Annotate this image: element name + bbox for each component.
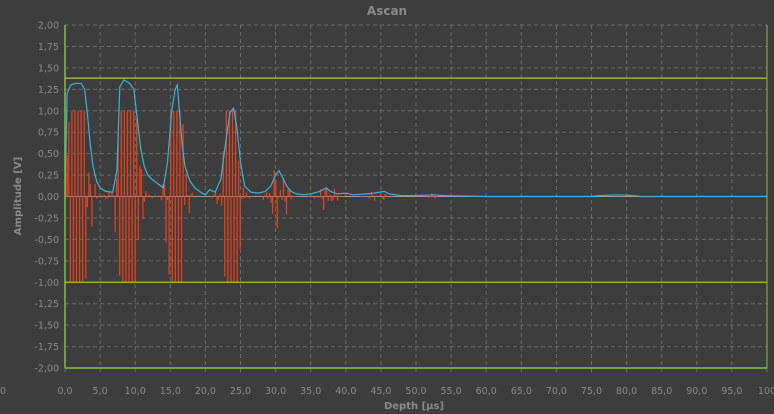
y-tick-label: 1,50 xyxy=(38,63,59,74)
x-axis-start-label: 0 xyxy=(0,386,6,397)
x-tick-label: 55,0 xyxy=(441,386,462,397)
x-tick-label: 100 xyxy=(758,386,774,397)
x-tick-label: 20,0 xyxy=(195,386,216,397)
y-tick-label: -1,75 xyxy=(34,342,59,353)
y-tick-label: -1,25 xyxy=(34,299,59,310)
x-tick-label: 25,0 xyxy=(230,386,251,397)
y-tick-label: -1,00 xyxy=(34,278,59,289)
y-tick-label: 1,00 xyxy=(38,106,59,117)
x-tick-label: 5,0 xyxy=(93,386,108,397)
y-tick-label: 0,50 xyxy=(38,149,59,160)
x-tick-label: 85,0 xyxy=(651,386,672,397)
y-tick-label: 2,00 xyxy=(38,21,59,32)
grid xyxy=(64,24,768,372)
x-axis-label: Depth [µs] xyxy=(384,401,444,412)
gates xyxy=(65,77,767,283)
y-tick-label: -2,00 xyxy=(34,364,59,375)
y-tick-label: 0,00 xyxy=(38,192,59,203)
x-tick-label: 40,0 xyxy=(335,386,356,397)
x-tick-label: 15,0 xyxy=(160,386,181,397)
x-tick-label: 10,0 xyxy=(125,386,146,397)
x-tick-label: 50,0 xyxy=(405,386,426,397)
x-tick-label: 65,0 xyxy=(511,386,532,397)
y-tick-label: -0,25 xyxy=(34,213,59,224)
x-tick-label: 80,0 xyxy=(616,386,637,397)
y-tick-label: 0,25 xyxy=(38,171,59,182)
y-tick-label: -0,75 xyxy=(34,256,59,267)
y-tick-label: 0,75 xyxy=(38,128,59,139)
x-tick-label: 75,0 xyxy=(581,386,602,397)
x-tick-label: 60,0 xyxy=(476,386,497,397)
signal-series xyxy=(65,110,441,283)
x-tick-label: 35,0 xyxy=(300,386,321,397)
x-tick-label: 90,0 xyxy=(686,386,707,397)
y-tick-label: -0,50 xyxy=(34,235,59,246)
x-tick-label: 30,0 xyxy=(265,386,286,397)
x-tick-label: 95,0 xyxy=(721,386,742,397)
x-tick-label: 45,0 xyxy=(370,386,391,397)
x-tick-label: 0,0 xyxy=(57,386,72,397)
x-tick-label: 70,0 xyxy=(546,386,567,397)
y-axis-label: Amplitude [V] xyxy=(13,157,24,235)
chart-title: Ascan xyxy=(366,4,408,18)
axes xyxy=(64,25,768,369)
y-tick-label: 1,25 xyxy=(38,85,59,96)
y-tick-label: -1,50 xyxy=(34,321,59,332)
y-tick-labels: 2,00 1,75 1,50 1,25 1,00 0,75 0,50 0,25 0,00 -0,2… xyxy=(34,21,59,375)
y-tick-label: 1,75 xyxy=(38,42,59,53)
x-tick-labels: 0,0 5,0 10,0 15,0 20,0 25,0 30,0 35,0 40,0 45,0 50… xyxy=(57,386,774,397)
envelope-series xyxy=(64,79,767,198)
